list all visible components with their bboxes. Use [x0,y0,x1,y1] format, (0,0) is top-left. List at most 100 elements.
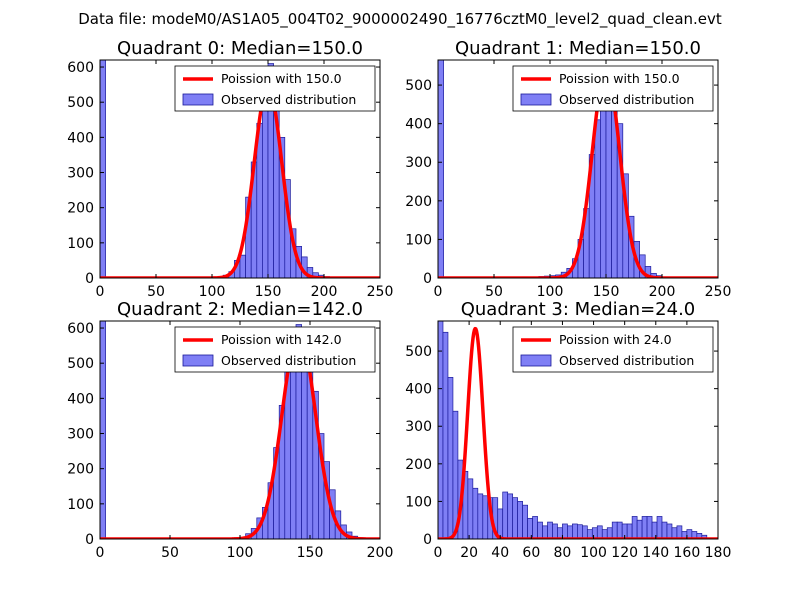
y-tick-label: 500 [405,78,432,94]
hist-bar [552,523,558,539]
hist-bar [522,504,528,539]
legend-bar-swatch [520,354,552,367]
axes-frame [99,59,381,279]
y-tick-label: 500 [67,356,94,372]
y-tick-label: 600 [67,321,94,337]
legend-label-poisson: Poission with 150.0 [559,71,680,86]
axes-frame [437,59,719,279]
legend: Poission with 142.0 Observed distribution [174,326,376,373]
hist-bar [502,491,509,539]
y-tick-label: 300 [67,427,94,443]
y-tick-label: 100 [405,494,432,510]
hist-bar [532,516,538,539]
hist-bar [100,321,106,539]
legend-bar-swatch [182,93,214,106]
hist-bar [472,487,479,539]
hist-bar [666,523,673,539]
x-tick-label: 120 [611,545,638,561]
hist-bar [507,493,514,539]
hist-bar [631,516,638,539]
hist-bar [512,497,518,539]
poisson-curve [100,84,380,278]
hist-bar [567,525,573,539]
hist-bar [594,119,601,278]
x-tick-label: 200 [649,284,676,300]
subplot-title: Quadrant 2: Median=142.0 [117,299,363,320]
x-tick-label: 50 [161,545,179,561]
x-tick-label: 50 [147,284,165,300]
hist-bar [447,377,454,539]
y-tick-label: 600 [67,60,94,76]
x-tick-label: 250 [705,284,732,300]
legend-label-poisson: Poission with 150.0 [221,71,342,86]
y-tick-label: 200 [67,201,94,217]
legend-bar-swatch [520,93,552,106]
subplot-title: Quadrant 1: Median=150.0 [455,38,701,59]
x-tick-label: 80 [554,545,572,561]
x-tick-label: 150 [255,284,282,300]
hist-bar [701,534,708,539]
legend-label-observed: Observed distribution [221,353,356,368]
y-tick-label: 0 [85,532,94,548]
hist-bar [656,516,663,539]
y-tick-label: 100 [67,236,94,252]
subplot-1: 0 50 100 150 200 250 0 100 200 300 400 500 Quadrant … [405,38,731,300]
x-tick-label: 20 [460,545,478,561]
hist-bar [438,60,444,278]
hist-bar [577,524,583,539]
x-tick-label: 100 [227,545,254,561]
x-tick-label: 100 [199,284,226,300]
subplot-3: 0 20 40 60 80 100 120 140 160 1800100200300400500… [405,299,731,561]
x-tick-label: 0 [434,284,443,300]
legend: Poission with 150.0 Observed distribution [512,65,714,112]
figure-title: Data file: modeM0/AS1A05_004T02_90000024… [78,10,722,29]
y-tick-label: 0 [423,532,432,548]
hist-bar [611,521,618,539]
x-tick-label: 140 [642,545,669,561]
hist-bar [467,478,474,539]
subplot-2: 0 50 100 150 200 0 100 200 300 400 500 600 Quadrant … [67,299,393,561]
hist-bar [616,521,623,539]
legend: Poission with 24.0 Observed distribution [512,326,714,373]
y-tick-label: 0 [85,271,94,287]
y-tick-label: 300 [405,419,432,435]
y-tick-label: 400 [405,117,432,133]
x-tick-label: 160 [674,545,701,561]
legend-label-poisson: Poission with 142.0 [221,332,342,347]
hist-bar [600,100,607,278]
y-tick-label: 400 [67,130,94,146]
legend-label-poisson: Poission with 24.0 [559,332,672,347]
hist-bar [482,495,489,539]
subplot-0: 0 50 100 150 200 250 0 100 200 300 400 500 600 Quadra… [67,38,393,300]
hist-bar [641,516,648,539]
y-tick-label: 400 [405,382,432,398]
x-tick-label: 0 [96,545,105,561]
y-tick-label: 200 [67,462,94,478]
hist-bar [442,331,449,539]
x-tick-label: 100 [537,284,564,300]
legend-bar-swatch [182,354,214,367]
x-tick-label: 200 [311,284,338,300]
legend-label-observed: Observed distribution [559,353,694,368]
hist-bar [239,254,246,278]
y-tick-label: 100 [67,497,94,513]
hist-bar [100,60,106,278]
hist-bar [542,525,548,539]
subplot-title: Quadrant 0: Median=150.0 [117,38,363,59]
x-tick-label: 180 [705,545,732,561]
axes-frame [437,320,719,540]
hist-bar [596,525,603,539]
hist-bar [517,501,523,539]
x-tick-label: 150 [593,284,620,300]
x-tick-label: 50 [485,284,503,300]
hist-bar [477,493,484,539]
x-tick-label: 60 [522,545,540,561]
hist-bar [646,516,653,539]
legend: Poission with 150.0 Observed distribution [174,65,376,112]
legend-label-observed: Observed distribution [221,92,356,107]
x-tick-label: 250 [367,284,394,300]
y-tick-label: 500 [405,344,432,360]
hist-bar [572,523,578,539]
x-tick-label: 150 [297,545,324,561]
